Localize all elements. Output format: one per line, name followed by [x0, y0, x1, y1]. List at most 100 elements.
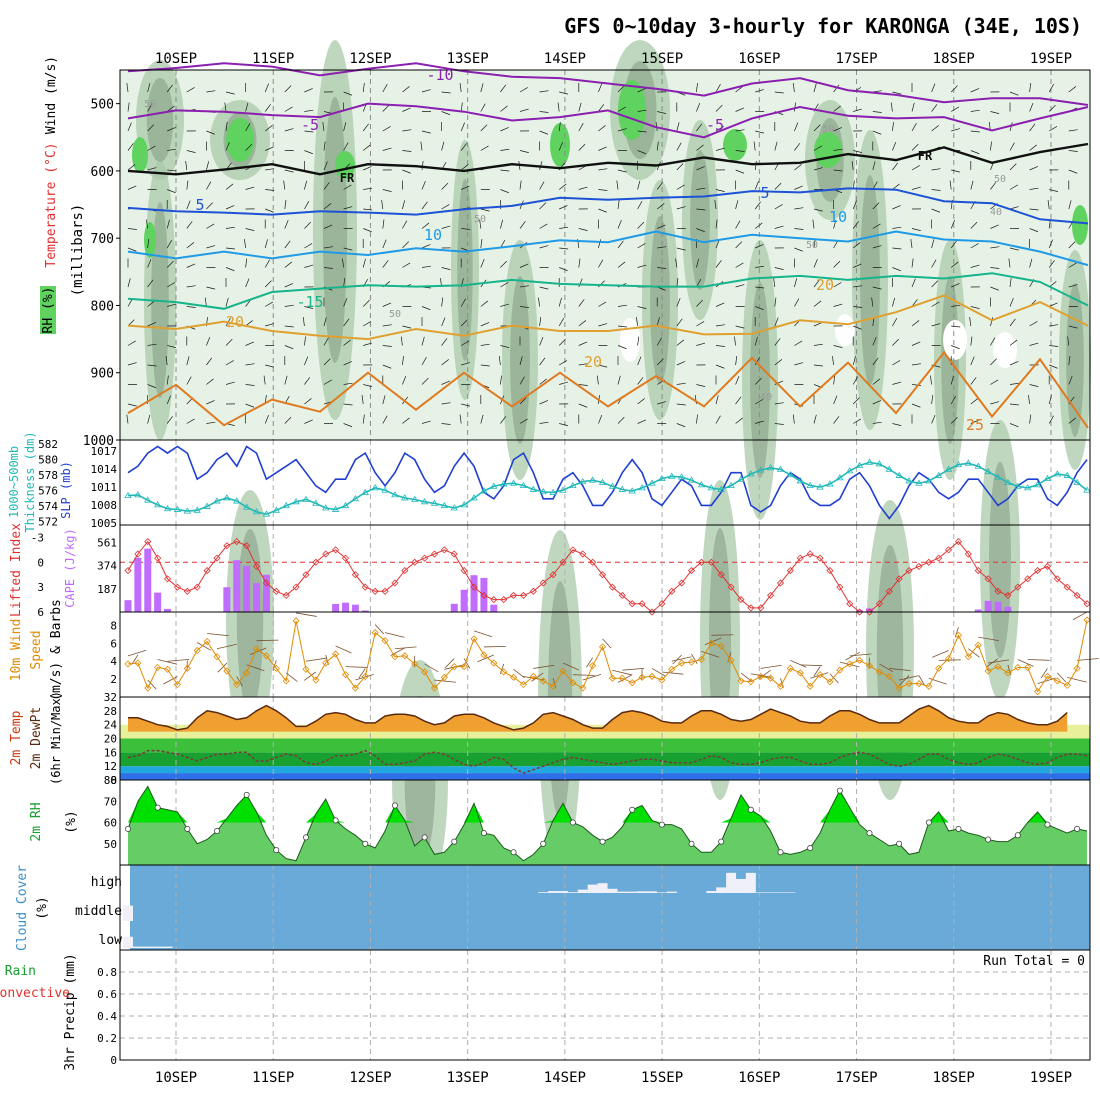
cloud-low-bar	[143, 947, 153, 948]
rh2m-point	[867, 831, 872, 836]
pressure-axis-label: (millibars)	[70, 204, 86, 297]
rh2m-point	[748, 807, 753, 812]
surface-wind-barb	[375, 625, 383, 634]
cloud-high-bar	[568, 892, 578, 893]
temperature-band	[120, 752, 1090, 766]
isotherm-label: FR	[918, 149, 933, 163]
cape-tick-label: 561	[97, 536, 117, 549]
rh2m-point	[125, 826, 130, 831]
rh-clear-region	[943, 320, 967, 360]
cloud-high-bar	[667, 892, 677, 893]
rh2m-point	[422, 835, 427, 840]
slp-tick-label: 1005	[91, 517, 118, 530]
rh2m-label: 2m RH	[29, 802, 44, 841]
surface-wind-barb	[445, 659, 454, 668]
cloud-high-bar	[578, 890, 588, 893]
rh2m-tick-label: 50	[104, 838, 117, 851]
surface-wind-barb	[711, 635, 733, 636]
surface-wind-barb	[168, 659, 190, 661]
surface-wind-barb	[800, 665, 822, 666]
slp-tick-label: 1014	[91, 463, 118, 476]
wind-axis-label: Wind (m/s)	[44, 56, 59, 134]
rh2m-tick-label: 70	[104, 795, 117, 808]
cape-bar	[134, 558, 141, 612]
rh-dark-region	[690, 150, 710, 290]
rh2m-point	[897, 841, 902, 846]
rh2m-point	[926, 820, 931, 825]
wind10-label-3: (m/s) & Barbs	[49, 599, 64, 701]
cloud-high-bar	[647, 891, 657, 893]
surface-wind-barb	[612, 670, 631, 675]
rh2m-point	[956, 826, 961, 831]
pressure-tick-label: 800	[91, 299, 114, 314]
cloud-high-bar	[766, 892, 776, 893]
cloud-low-bar	[153, 947, 163, 948]
rh-clear-region	[993, 332, 1017, 368]
surface-wind-barb	[830, 674, 838, 683]
rh2m-point	[511, 850, 516, 855]
cape-bar	[1004, 607, 1011, 612]
surface-wind-barb	[434, 680, 455, 682]
temperature-tick-label: 28	[104, 705, 117, 718]
surface-wind-barb	[207, 634, 228, 636]
surface-wind-barb	[662, 672, 683, 674]
cape-bar	[490, 605, 497, 612]
cape-tick-label: 187	[97, 583, 117, 596]
cloud-high-bar	[627, 892, 637, 893]
rh2m-point	[452, 839, 457, 844]
cape-bar	[332, 604, 339, 612]
thickness-tick-label: 572	[38, 516, 58, 529]
wind-tick-label: 8	[110, 619, 117, 632]
surface-wind-barb	[741, 673, 752, 682]
rh2m-tick-label: 80	[104, 774, 117, 787]
cloud-level-label: middle	[75, 904, 122, 919]
date-label-top: 16SEP	[738, 51, 780, 67]
surface-wind-barb	[391, 648, 405, 656]
rh-high-region	[723, 129, 747, 161]
rh-high-region	[226, 118, 254, 162]
rh-contour-label: 40	[760, 392, 772, 403]
rh2m-point	[570, 820, 575, 825]
pressure-tick-label: 500	[91, 98, 114, 113]
isotherm-label: 5	[195, 196, 204, 214]
rh-high-region	[144, 222, 156, 258]
cloud-level-label: low	[99, 933, 123, 948]
cape-bar	[253, 583, 260, 612]
surface-wind-barb	[306, 658, 327, 661]
isotherm-label: 20	[584, 353, 602, 371]
cape-bar	[144, 549, 151, 612]
isotherm-label: -5	[301, 116, 319, 134]
surface-wind-barb	[1018, 659, 1034, 666]
rh2m-point	[363, 841, 368, 846]
li-tick-label: -3	[31, 531, 44, 544]
panel-frame	[120, 950, 1090, 1060]
minmax-label: (6hr Min/Max)	[49, 691, 63, 785]
surface-wind-barb	[846, 652, 860, 660]
surface-wind-barb	[163, 676, 177, 684]
date-label-bottom: 13SEP	[447, 1070, 489, 1086]
surface-wind-barb	[932, 651, 948, 658]
cape-bar	[125, 600, 132, 612]
cloud-high-bar	[637, 891, 647, 893]
surface-wind-barb	[622, 668, 644, 670]
precip-total-rain-label: Total / Rain	[0, 964, 36, 979]
rh2m-high-fill	[128, 786, 1087, 822]
surface-wind-barb	[286, 673, 297, 682]
rh2m-point	[1045, 822, 1050, 827]
surface-wind-barb	[296, 613, 317, 616]
cloud-background	[130, 865, 1090, 950]
li-tick-label: 0	[37, 556, 44, 569]
cloud-high-bar	[776, 892, 786, 893]
date-label-top: 18SEP	[933, 51, 975, 67]
date-label-top: 15SEP	[641, 51, 683, 67]
temperature-tick-label: 24	[104, 719, 118, 732]
rh-clear-region	[620, 318, 640, 362]
surface-wind-barb	[484, 646, 506, 647]
surface-wind-barb	[346, 667, 368, 668]
temperature-tick-label: 32	[104, 691, 117, 704]
surface-wind-barb	[1057, 673, 1065, 682]
thickness-tick-label: 582	[38, 438, 58, 451]
date-label-bottom: 16SEP	[738, 1070, 780, 1086]
date-label-bottom: 14SEP	[544, 1070, 586, 1086]
